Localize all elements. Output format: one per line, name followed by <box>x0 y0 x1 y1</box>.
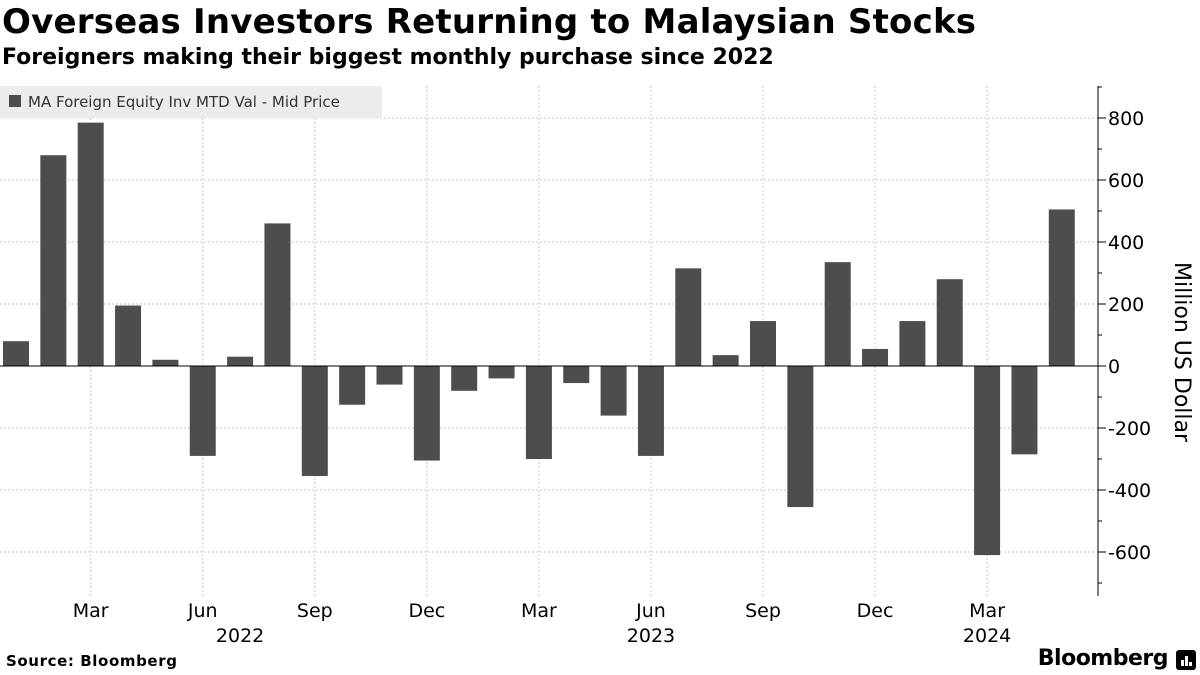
bar-feb-2024 <box>936 279 963 366</box>
bar-mar-2023 <box>525 366 552 459</box>
x-tick-label: Mar <box>969 600 1005 622</box>
x-year-label: 2023 <box>627 625 675 647</box>
bar-sep-2022 <box>301 366 328 477</box>
y-tick-label: -600 <box>1108 542 1151 564</box>
bar-jun-2022 <box>189 366 216 456</box>
legend-background <box>0 86 382 118</box>
legend-label: MA Foreign Equity Inv MTD Val - Mid Pric… <box>28 93 340 111</box>
legend: MA Foreign Equity Inv MTD Val - Mid Pric… <box>0 86 382 118</box>
gridlines <box>0 86 1098 596</box>
x-tick-label: Sep <box>745 600 781 622</box>
bar-nov-2023 <box>824 262 851 366</box>
bloomberg-chart-icon <box>1176 650 1196 670</box>
bar-may-2023 <box>600 366 627 416</box>
x-tick-label: Mar <box>521 600 557 622</box>
source-note: Source: Bloomberg <box>6 652 178 670</box>
x-tick-label: Jun <box>635 600 666 622</box>
bar-aug-2023 <box>712 355 739 366</box>
bar-jul-2022 <box>227 356 254 366</box>
x-year-label: 2024 <box>963 625 1011 647</box>
x-year-label: 2022 <box>216 625 264 647</box>
bar-apr-2022 <box>115 305 142 366</box>
axes: -600 -400 -200 0 200 400 600 800 Mar Jun Sep Dec Mar… <box>73 86 1151 647</box>
x-tick-label: Dec <box>857 600 894 622</box>
bar-feb-2022 <box>40 155 67 366</box>
y-tick-label: 200 <box>1108 294 1144 316</box>
y-tick-label: -400 <box>1108 480 1151 502</box>
bar-jan-2022 <box>3 341 29 366</box>
bar-jan-2023 <box>451 366 478 391</box>
bar-mar-2024 <box>974 366 1001 556</box>
bar-oct-2023 <box>787 366 814 508</box>
bars <box>3 122 1075 556</box>
bar-may-2024 <box>1048 209 1075 366</box>
bar-mar-2022 <box>77 122 104 367</box>
y-tick-label: 800 <box>1108 108 1144 130</box>
legend-swatch <box>9 95 21 107</box>
x-tick-label: Jun <box>187 600 218 622</box>
bar-nov-2022 <box>376 366 403 385</box>
bar-sep-2023 <box>750 321 776 366</box>
bar-jun-2023 <box>637 366 664 456</box>
bar-may-2022 <box>152 359 179 366</box>
brand-logo: Bloomberg <box>1037 646 1169 671</box>
bar-aug-2022 <box>264 223 291 366</box>
bar-dec-2023 <box>862 348 889 366</box>
y-tick-label: 600 <box>1108 170 1144 192</box>
x-tick-label: Sep <box>297 600 333 622</box>
chart-title: Overseas Investors Returning to Malaysia… <box>2 2 977 42</box>
y-axis-title: Million US Dollar <box>1169 262 1194 443</box>
bar-apr-2023 <box>563 366 590 384</box>
bar-jul-2023 <box>675 268 702 366</box>
bar-jan-2024 <box>899 321 926 366</box>
y-tick-label: 0 <box>1108 356 1120 378</box>
y-tick-label: 400 <box>1108 232 1144 254</box>
x-tick-label: Dec <box>408 600 445 622</box>
y-tick-label: -200 <box>1108 418 1151 440</box>
bar-apr-2024 <box>1011 366 1038 455</box>
bar-feb-2023 <box>488 366 515 379</box>
bar-dec-2022 <box>413 366 440 461</box>
chart-subtitle: Foreigners making their biggest monthly … <box>2 45 774 70</box>
bar-oct-2022 <box>339 366 366 405</box>
x-tick-label: Mar <box>73 600 109 622</box>
